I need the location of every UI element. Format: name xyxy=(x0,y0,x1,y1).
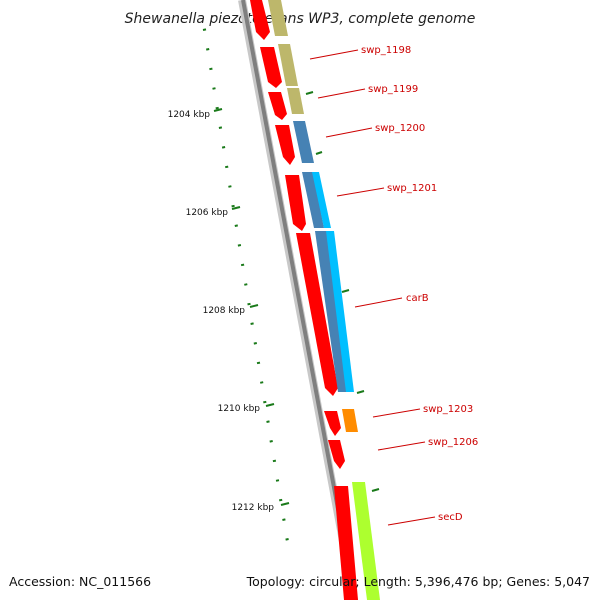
callout-carb[interactable]: carB xyxy=(354,293,429,308)
cds-arrow-2 xyxy=(260,47,282,88)
callout-secd[interactable]: secD xyxy=(387,512,463,526)
kbp-mark-1206: 1206 kbp xyxy=(186,206,241,218)
minor-tick xyxy=(282,518,286,521)
callout-swp-1201[interactable]: swp_1201 xyxy=(336,183,437,197)
feature-lime xyxy=(352,482,380,600)
minor-tick xyxy=(256,361,261,365)
forward-cds-track xyxy=(250,0,358,600)
gene-label-swp-1200[interactable]: swp_1200 xyxy=(375,123,425,134)
map-title: Shewanella piezotolerans WP3, complete g… xyxy=(125,11,476,27)
cds-arrow-1 xyxy=(250,0,270,40)
feature-khaki-3 xyxy=(287,88,304,114)
cog-feature-track xyxy=(268,0,380,600)
minor-tick xyxy=(240,263,245,267)
gene-label-swp-1198[interactable]: swp_1198 xyxy=(361,45,411,56)
kbp-mark-1204: 1204 kbp xyxy=(168,108,223,120)
tick-band xyxy=(202,28,289,541)
minor-tick xyxy=(215,106,219,110)
cds-arrow-5 xyxy=(285,175,306,231)
feature-steel-1 xyxy=(293,121,314,163)
minor-tick xyxy=(285,538,289,541)
cds-arrow-7 xyxy=(324,411,341,436)
minor-tick xyxy=(272,459,277,463)
minor-tick xyxy=(263,400,267,404)
feature-steel-3 xyxy=(315,231,348,392)
feature-cyan-1 xyxy=(312,172,331,228)
gene-label-secd[interactable]: secD xyxy=(438,512,463,523)
minor-tick xyxy=(231,204,235,208)
gene-label-carb[interactable]: carB xyxy=(406,293,429,304)
kbp-label-1210: 1210 kbp xyxy=(218,404,261,414)
gene-label-swp-1206[interactable]: swp_1206 xyxy=(428,437,478,448)
minor-tick xyxy=(228,185,232,188)
minor-tick xyxy=(218,126,223,129)
callout-swp-1206[interactable]: swp_1206 xyxy=(377,437,478,451)
cds-arrow-6 xyxy=(296,233,338,396)
kbp-mark-1210: 1210 kbp xyxy=(218,403,275,414)
minor-tick xyxy=(275,479,280,482)
minor-tick xyxy=(202,28,207,31)
cds-arrow-8 xyxy=(328,440,345,469)
topology-label: Topology: circular; Length: 5,396,476 bp… xyxy=(246,574,590,589)
cds-arrow-3 xyxy=(268,92,287,120)
minor-tick xyxy=(279,498,283,502)
gene-label-swp-1203[interactable]: swp_1203 xyxy=(423,404,473,415)
kbp-scale: 1204 kbp 1206 kbp 1208 kbp 1210 kbp 1212… xyxy=(168,108,290,513)
minor-tick xyxy=(212,87,216,90)
callout-swp-1198[interactable]: swp_1198 xyxy=(309,45,411,60)
kbp-label-1204: 1204 kbp xyxy=(168,110,211,120)
minor-tick xyxy=(209,67,213,71)
cds-arrow-9 xyxy=(334,486,358,600)
kbp-label-1206: 1206 kbp xyxy=(186,208,229,218)
cds-arrow-4 xyxy=(275,125,295,165)
kbp-mark-1212: 1212 kbp xyxy=(232,502,290,513)
feature-khaki-1 xyxy=(268,0,288,36)
kbp-mark-1208: 1208 kbp xyxy=(203,304,259,316)
gene-callouts: swp_1198 swp_1199 swp_1200 swp_1201 carB… xyxy=(309,45,478,526)
minor-tick xyxy=(250,322,254,325)
kbp-label-1212: 1212 kbp xyxy=(232,503,275,513)
kbp-label-1208: 1208 kbp xyxy=(203,306,246,316)
minor-tick xyxy=(260,381,264,384)
feature-cyan-2 xyxy=(326,231,354,392)
minor-tick xyxy=(225,165,229,169)
minor-tick xyxy=(253,342,257,345)
minor-tick xyxy=(247,302,251,306)
minor-tick xyxy=(269,440,273,443)
callout-swp-1199[interactable]: swp_1199 xyxy=(317,84,418,99)
feature-orange xyxy=(342,409,358,432)
outer-mark-track xyxy=(305,91,380,492)
minor-tick xyxy=(237,244,242,247)
feature-khaki-2 xyxy=(278,44,298,86)
callout-swp-1203[interactable]: swp_1203 xyxy=(372,404,473,418)
minor-tick xyxy=(266,420,270,423)
minor-tick xyxy=(221,146,226,149)
gene-label-swp-1201[interactable]: swp_1201 xyxy=(387,183,437,194)
minor-tick xyxy=(206,48,210,51)
gene-label-swp-1199[interactable]: swp_1199 xyxy=(368,84,418,95)
minor-tick xyxy=(244,283,248,286)
minor-tick xyxy=(234,224,238,227)
feature-steel-2 xyxy=(302,172,324,228)
callout-swp-1200[interactable]: swp_1200 xyxy=(325,123,425,138)
accession-label: Accession: NC_011566 xyxy=(9,574,152,589)
